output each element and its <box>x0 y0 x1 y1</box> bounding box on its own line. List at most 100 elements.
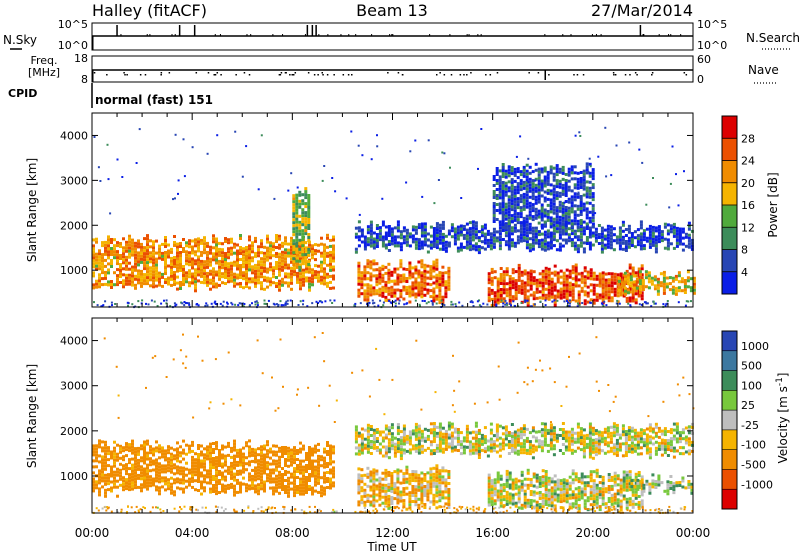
velocity-cell-279 <box>158 486 161 490</box>
power-cell-1954 <box>423 234 427 238</box>
power-cell-1126 <box>366 259 370 263</box>
velocity-cell-806 <box>296 449 299 452</box>
power-cell-1714 <box>607 284 611 288</box>
velocity-cell-965 <box>354 446 358 450</box>
power-cell-2509 <box>687 239 691 243</box>
power-cell-794 <box>287 263 290 267</box>
power-cell-233 <box>146 282 149 286</box>
power-cell-1483 <box>523 296 527 300</box>
power-cell-2223 <box>546 235 550 239</box>
power-ground-81 <box>160 302 163 305</box>
power-cell-2334 <box>600 229 604 233</box>
power-cell-2584 <box>504 202 508 206</box>
power-cell-2124 <box>501 229 505 232</box>
power-cell-1559 <box>550 292 554 296</box>
velocity-cell-1205 <box>456 449 460 452</box>
velocity-cell-70 <box>107 464 110 468</box>
power-cell-288 <box>161 275 164 279</box>
velocity-cell-408 <box>194 488 197 492</box>
power-cell-68 <box>107 271 110 275</box>
velocity-cell-812 <box>296 476 299 479</box>
power-cell-612 <box>242 274 245 278</box>
power-cell-2094 <box>486 238 490 242</box>
velocity-cell-302 <box>164 488 167 492</box>
velocity-cell-1172 <box>444 432 448 436</box>
power-cell-2828 <box>552 196 556 200</box>
power-cell-983 <box>292 206 296 210</box>
velocity-cell-962 <box>354 434 358 438</box>
power-cell-1213 <box>396 267 400 271</box>
power-cell-2869 <box>561 171 565 175</box>
power-cell-2880 <box>561 216 565 220</box>
power-cell-2669 <box>519 215 523 219</box>
power-ground-212 <box>551 300 554 303</box>
velocity-cell-1217 <box>465 427 469 431</box>
power-cell-3085 <box>656 289 660 293</box>
power-scatter-66 <box>287 189 290 192</box>
power-cell-1546 <box>547 279 551 283</box>
power-cell-2310 <box>585 242 589 245</box>
power-cell-813 <box>290 278 293 282</box>
velocity-cell-860 <box>308 461 311 464</box>
power-ground-65 <box>382 301 385 304</box>
power-cell-2266 <box>564 241 568 245</box>
power-cell-132 <box>125 267 128 271</box>
power-cell-2850 <box>555 215 559 219</box>
power-cell-483 <box>212 234 215 238</box>
power-cell-3107 <box>671 288 675 292</box>
velocity-cell-37 <box>101 446 104 450</box>
power-cell-393 <box>188 284 191 288</box>
velocity-cell-234 <box>146 487 149 491</box>
power-cell-606 <box>242 253 245 257</box>
power-cell-881 <box>308 240 311 244</box>
power-cell-266 <box>155 263 158 267</box>
power-cell-3035 <box>623 289 627 293</box>
velocity-cell-1119 <box>420 435 424 439</box>
velocity-cell-381 <box>188 450 191 454</box>
power-ground-194 <box>665 303 668 306</box>
power-cell-1174 <box>381 273 385 277</box>
power-cell-1218 <box>396 288 400 292</box>
power-cell-669 <box>257 254 260 258</box>
power-cell-385 <box>188 254 191 258</box>
power-cell-2943 <box>576 180 580 184</box>
power-cell-2378 <box>621 220 625 224</box>
power-cell-1200 <box>390 273 394 277</box>
power-cell-1312 <box>429 283 433 287</box>
power-cell-1061 <box>304 193 308 197</box>
power-cell-2332 <box>597 242 601 245</box>
power-ground-10 <box>568 299 571 302</box>
velocity-cell-9 <box>92 483 95 487</box>
velocity-cell-720 <box>275 459 278 463</box>
power-cell-2443 <box>651 243 655 247</box>
velocity-cell-1002 <box>372 428 376 432</box>
velocity-cell-228 <box>146 469 149 473</box>
velocity-cell-531 <box>224 487 227 491</box>
power-cell-406 <box>194 238 197 242</box>
power-cell-1343 <box>438 289 442 293</box>
nave-dot-43 <box>285 72 287 74</box>
power-cell-911 <box>314 273 317 277</box>
power-cell-2676 <box>522 183 526 187</box>
power-cell-1957 <box>423 243 427 247</box>
power-cell-2 <box>92 247 95 251</box>
velocity-cell-412 <box>197 456 200 459</box>
velocity-cell-638 <box>254 475 257 479</box>
power-cell-1272 <box>417 272 421 276</box>
velocity-cell-393 <box>191 464 194 468</box>
power-cell-1804 <box>637 294 641 298</box>
power-cell-1157 <box>375 274 379 278</box>
power-cell-661 <box>254 272 257 276</box>
velocity-cell-1233 <box>471 448 475 452</box>
velocity-cell-903 <box>317 481 320 485</box>
velocity-cell-48 <box>101 485 104 489</box>
power-cell-172 <box>134 265 137 269</box>
velocity-cell-313 <box>167 484 170 488</box>
power-cell-2112 <box>495 239 499 243</box>
power-cell-805 <box>290 251 293 255</box>
power-cell-1865 <box>378 235 382 239</box>
velocity-cell-493 <box>215 477 218 481</box>
power-cell-2392 <box>627 227 631 231</box>
power-scatter-45 <box>290 172 293 175</box>
power-cell-2854 <box>558 170 562 174</box>
